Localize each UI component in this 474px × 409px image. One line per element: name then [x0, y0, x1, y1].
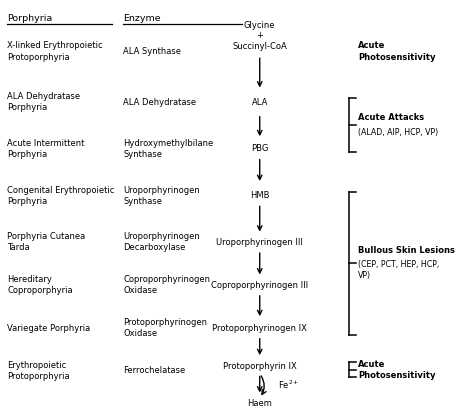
Text: Congenital Erythropoietic
Porphyria: Congenital Erythropoietic Porphyria [7, 186, 115, 206]
Text: Coproporphyrinogen
Oxidase: Coproporphyrinogen Oxidase [123, 275, 210, 295]
Text: Protoporphyrinogen
Oxidase: Protoporphyrinogen Oxidase [123, 318, 208, 338]
Text: ALA Dehydratase
Porphyria: ALA Dehydratase Porphyria [7, 92, 81, 112]
Text: (ALAD, AIP, HCP, VP): (ALAD, AIP, HCP, VP) [358, 128, 438, 137]
Text: Fe$^{2+}$: Fe$^{2+}$ [278, 379, 299, 391]
Text: Porphyria Cutanea
Tarda: Porphyria Cutanea Tarda [7, 232, 85, 252]
Text: Hereditary
Coproporphyria: Hereditary Coproporphyria [7, 275, 73, 295]
Text: Coproporphyrinogen III: Coproporphyrinogen III [211, 281, 308, 290]
Text: Protoporphyrin IX: Protoporphyrin IX [223, 362, 297, 371]
Text: Haem: Haem [247, 400, 272, 409]
Text: X-linked Erythropoietic
Protoporphyria: X-linked Erythropoietic Protoporphyria [7, 41, 103, 61]
Text: Enzyme: Enzyme [123, 14, 161, 23]
Text: (CEP, PCT, HEP, HCP,
VP): (CEP, PCT, HEP, HCP, VP) [358, 260, 439, 280]
Text: Uroporphyrinogen
Decarboxylase: Uroporphyrinogen Decarboxylase [123, 232, 200, 252]
Text: ALA Dehydratase: ALA Dehydratase [123, 98, 197, 107]
Text: Protoporphyrinogen IX: Protoporphyrinogen IX [212, 324, 307, 333]
Text: Variegate Porphyria: Variegate Porphyria [7, 324, 91, 333]
Text: Acute
Photosensitivity: Acute Photosensitivity [358, 41, 436, 61]
Text: Acute Attacks: Acute Attacks [358, 113, 424, 122]
Text: HMB: HMB [250, 191, 270, 200]
Text: PBG: PBG [251, 144, 268, 153]
Text: Erythropoietic
Protoporphyria: Erythropoietic Protoporphyria [7, 361, 70, 381]
Text: Uroporphyrinogen III: Uroporphyrinogen III [216, 238, 303, 247]
Text: Acute
Photosensitivity: Acute Photosensitivity [358, 360, 436, 380]
Text: Acute Intermittent
Porphyria: Acute Intermittent Porphyria [7, 139, 85, 159]
Text: Ferrochelatase: Ferrochelatase [123, 366, 186, 375]
Text: Porphyria: Porphyria [7, 14, 53, 23]
Text: Uroporphyrinogen
Synthase: Uroporphyrinogen Synthase [123, 186, 200, 206]
Text: Glycine
+
Succinyl-CoA: Glycine + Succinyl-CoA [232, 21, 287, 51]
Text: ALA Synthase: ALA Synthase [123, 47, 182, 56]
Text: ALA: ALA [252, 98, 268, 107]
Text: Hydroxymethylbilane
Synthase: Hydroxymethylbilane Synthase [123, 139, 214, 159]
Text: Bullous Skin Lesions: Bullous Skin Lesions [358, 246, 455, 255]
